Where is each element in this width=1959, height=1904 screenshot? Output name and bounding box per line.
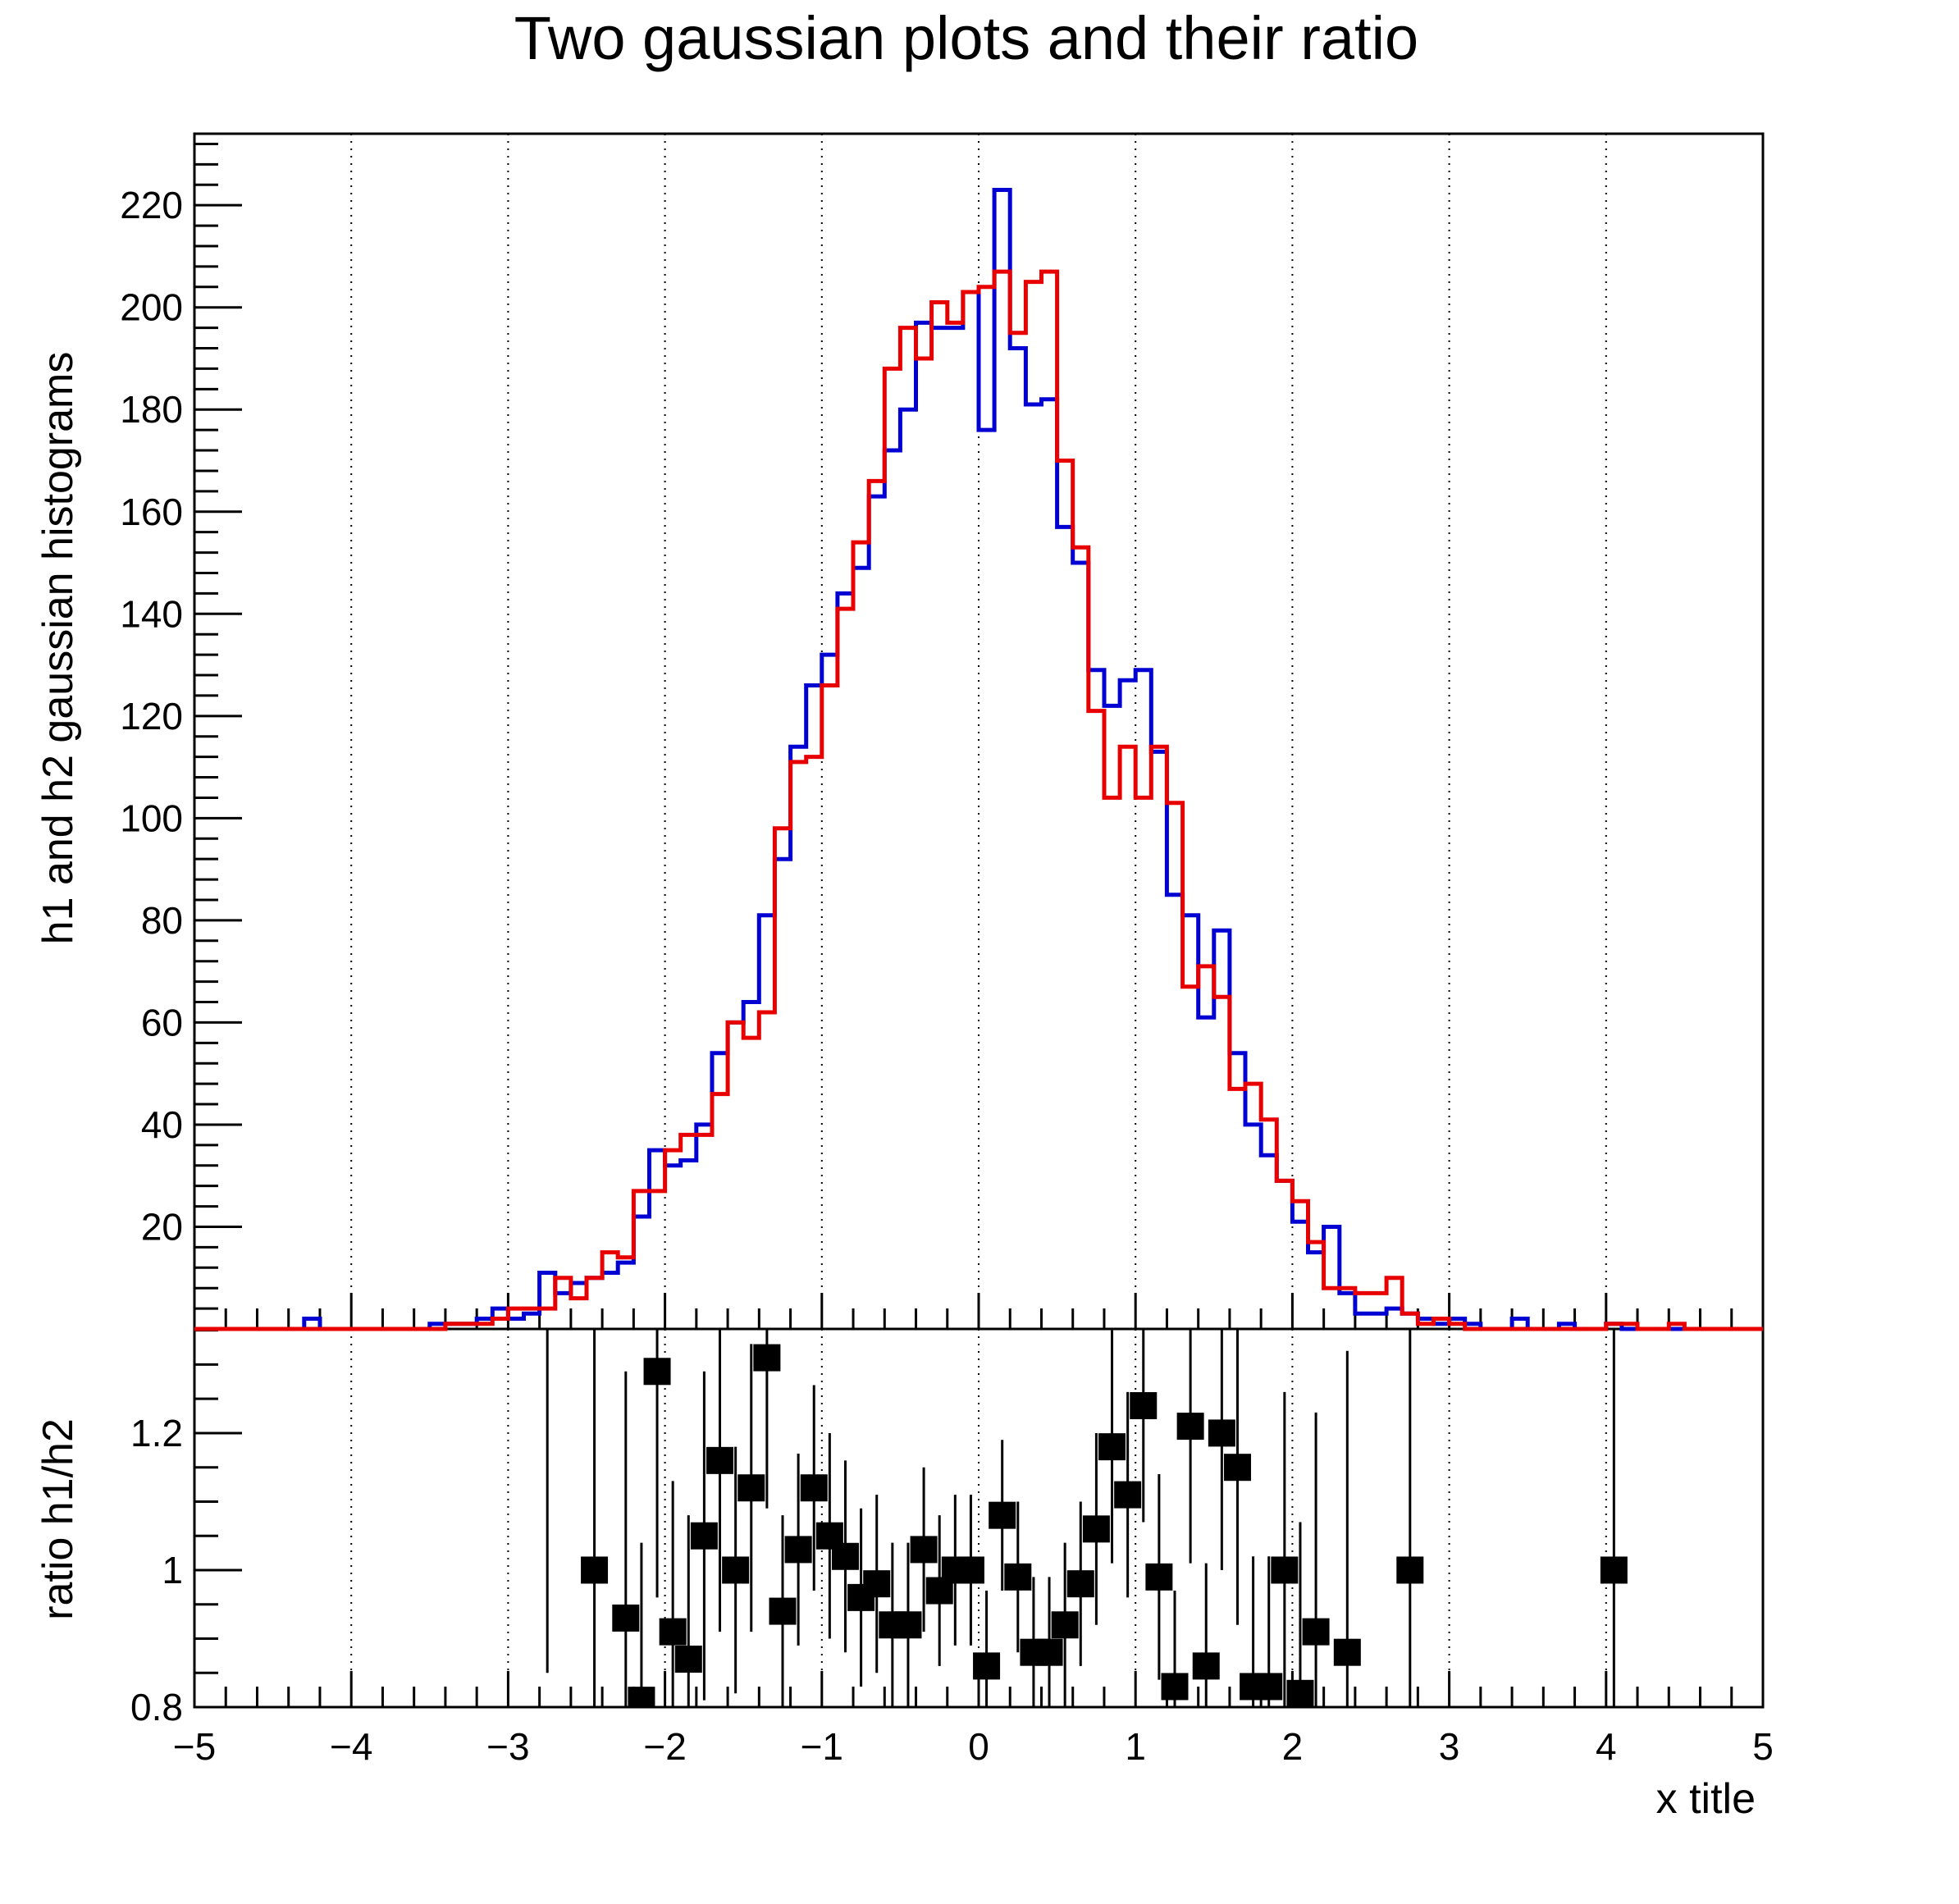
- ratio-points-layer: [534, 358, 1628, 1707]
- ratio-marker: [628, 1687, 655, 1707]
- ratio-marker: [1130, 1392, 1158, 1420]
- ratio-marker: [1223, 1454, 1251, 1482]
- ratio-marker: [863, 1570, 891, 1598]
- ratio-marker: [1208, 1419, 1235, 1447]
- ticks-layer: [193, 142, 1765, 1709]
- ratio-marker: [1161, 1673, 1189, 1701]
- x-tick-label: 2: [1282, 1725, 1304, 1768]
- h1-histogram: [194, 188, 1763, 1331]
- top-y-tick-label: 220: [120, 184, 183, 226]
- top-y-tick-label: 20: [141, 1205, 183, 1248]
- ratio-marker: [753, 1344, 781, 1372]
- ratio-marker: [800, 1474, 828, 1502]
- top-y-tick-label: 140: [120, 592, 183, 635]
- ratio-marker: [1035, 1638, 1063, 1666]
- ratio-y-tick-label: 1.2: [130, 1412, 183, 1454]
- ratio-marker: [1051, 1611, 1079, 1639]
- ratio-y-axis-title: ratio h1/h2: [34, 1418, 82, 1620]
- x-tick-label: 1: [1125, 1725, 1146, 1768]
- ratio-marker: [1255, 1673, 1283, 1701]
- ratio-marker: [1271, 1556, 1299, 1584]
- x-axis-title: x title: [1656, 1775, 1756, 1823]
- ratio-y-tick-label: 1: [162, 1549, 183, 1591]
- x-tick-label: 0: [968, 1725, 989, 1768]
- ratio-marker: [1145, 1563, 1173, 1591]
- ratio-marker: [643, 1358, 671, 1386]
- ratio-marker: [1066, 1570, 1094, 1598]
- top-y-tick-label: 200: [120, 286, 183, 329]
- ratio-marker: [973, 1652, 1001, 1680]
- ratio-marker: [722, 1556, 750, 1584]
- ratio-marker: [706, 1446, 734, 1474]
- x-tick-label: 5: [1752, 1725, 1774, 1768]
- ratio-marker: [831, 1542, 859, 1570]
- ratio-marker: [769, 1597, 797, 1625]
- top-y-tick-label: 160: [120, 491, 183, 533]
- top-y-tick-label: 80: [141, 899, 183, 942]
- ratio-marker: [957, 1556, 984, 1584]
- ratio-marker: [1082, 1515, 1110, 1543]
- ratio-marker: [1098, 1433, 1126, 1461]
- ratio-marker: [581, 1556, 609, 1584]
- ratio-marker: [910, 1536, 938, 1564]
- x-tick-label: −5: [173, 1725, 216, 1768]
- x-tick-label: 4: [1596, 1725, 1617, 1768]
- ratio-marker: [612, 1604, 640, 1632]
- x-tick-label: 3: [1439, 1725, 1460, 1768]
- top-y-tick-label: 60: [141, 1001, 183, 1043]
- top-y-tick-label: 100: [120, 797, 183, 839]
- ratio-marker: [894, 1611, 922, 1639]
- top-y-tick-label: 180: [120, 388, 183, 431]
- top-y-tick-label: 120: [120, 695, 183, 737]
- ratio-marker: [1176, 1413, 1204, 1441]
- ratio-y-tick-label: 0.8: [130, 1686, 183, 1728]
- ratio-marker: [737, 1474, 765, 1502]
- chart-title: Two gaussian plots and their ratio: [514, 4, 1418, 72]
- ratio-marker: [1396, 1556, 1424, 1584]
- ratio-marker: [1302, 1618, 1330, 1646]
- ratio-marker: [534, 358, 561, 385]
- h2-histogram: [194, 269, 1763, 1331]
- ratio-marker: [989, 1501, 1016, 1529]
- ratio-marker: [1192, 1652, 1220, 1680]
- top-y-tick-label: 40: [141, 1103, 183, 1146]
- ratio-marker: [1286, 1679, 1314, 1707]
- x-tick-label: −1: [801, 1725, 843, 1768]
- ratio-marker: [1004, 1563, 1032, 1591]
- x-tick-label: −4: [330, 1725, 372, 1768]
- ratio-marker: [1114, 1481, 1142, 1509]
- ratio-marker: [690, 1522, 718, 1550]
- ratio-marker: [1333, 1638, 1361, 1666]
- histograms-layer: [194, 188, 1763, 1331]
- ratio-marker: [659, 1618, 687, 1646]
- ratio-marker: [784, 1536, 812, 1564]
- x-tick-label: −2: [643, 1725, 686, 1768]
- ratio-pad-frame: [193, 1327, 1765, 1709]
- ratio-marker: [674, 1646, 702, 1673]
- top-y-axis-title: h1 and h2 gaussian histograms: [34, 352, 82, 945]
- x-tick-label: −3: [486, 1725, 529, 1768]
- ratio-marker: [1600, 1556, 1628, 1584]
